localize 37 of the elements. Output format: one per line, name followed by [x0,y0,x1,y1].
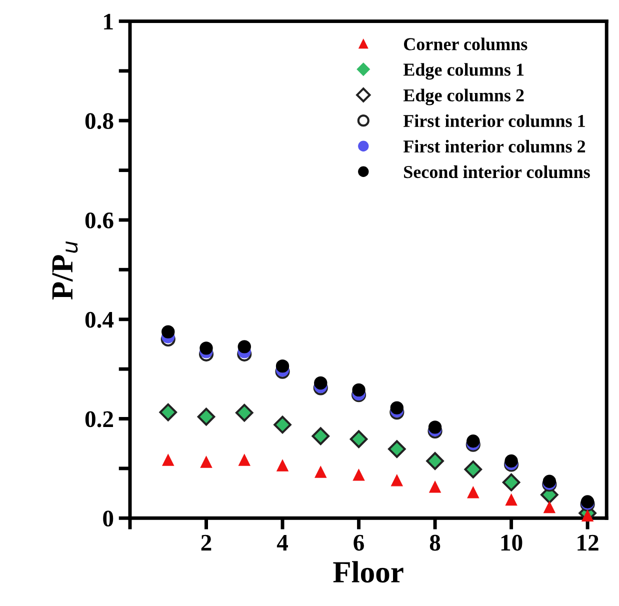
point [390,474,403,486]
y-tick-label: 1 [104,14,113,30]
y-tick-label: 0.8 [85,113,114,130]
point [429,480,441,493]
y-tick-label: 0.6 [85,212,114,229]
point [314,376,328,390]
point [162,454,174,466]
y-tick-label: 0 [103,510,114,527]
point [276,460,288,472]
point [200,342,213,355]
y-tick-label: 0.2 [85,411,114,428]
point [544,501,556,514]
point [467,486,480,498]
point [238,454,250,466]
x-axis-title: Floor [333,561,404,583]
x-tick-label: 12 [578,534,598,550]
point [200,456,212,468]
legend-label: First interior columns 2 [403,140,586,153]
legend-label: Edge columns 1 [403,63,524,80]
point [352,383,366,397]
point [162,325,175,338]
legend-label: Second interior columns [404,165,590,178]
x-tick-label: 2 [201,534,212,550]
point [352,468,365,481]
legend-label: First interior columns 1 [403,114,585,128]
x-tick-label: 10 [501,534,522,551]
x-tick-label: 6 [354,534,364,551]
x-tick-label: 4 [276,534,288,550]
point [276,359,290,373]
point [314,466,327,478]
legend-label: Corner columns [404,38,528,50]
point [238,340,251,354]
legend-label: Edge columns 2 [403,88,524,106]
x-tick-label: 8 [430,534,440,551]
point [505,494,518,506]
y-tick-label: 0.4 [85,312,114,328]
y-axis-title: P/P$_{u}$ [52,241,78,300]
